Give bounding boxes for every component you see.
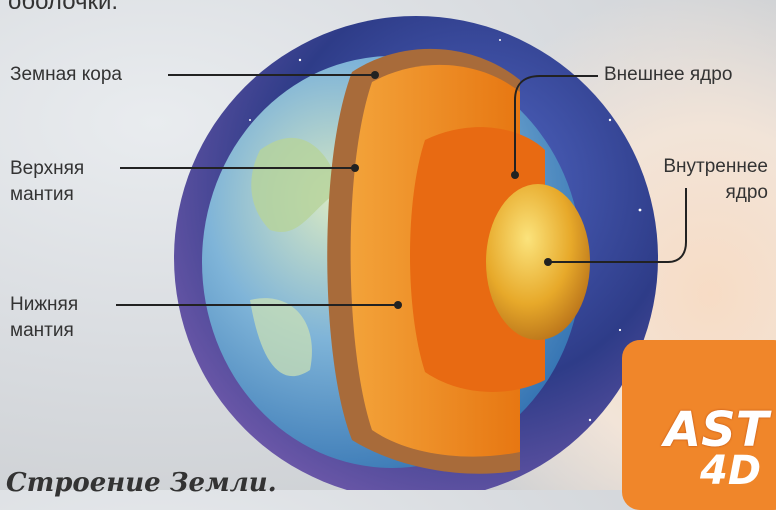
label-upper-mantle: Верхняя мантия <box>10 156 84 208</box>
label-upper-mantle-line1: Верхняя <box>10 158 85 179</box>
label-lower-mantle-line2: мантия <box>10 320 74 341</box>
figure-caption: Строение Земли. <box>6 468 277 498</box>
label-lower-mantle-line1: Нижняя <box>10 294 79 315</box>
label-inner-core-line1: Внутреннее <box>663 156 768 177</box>
continent-shape <box>251 137 340 232</box>
earth-structure-diagram <box>116 16 687 490</box>
inner-core-layer <box>486 184 590 340</box>
label-crust: Земная кора <box>10 64 122 85</box>
publisher-badge <box>622 340 776 510</box>
label-upper-mantle-line2: мантия <box>10 184 74 205</box>
label-outer-core: Внешнее ядро <box>604 64 733 85</box>
label-inner-core: Внутреннее ядро <box>640 154 768 206</box>
header-partial-text: оболочки. <box>8 0 119 15</box>
label-inner-core-line2: ядро <box>725 182 768 203</box>
leader-lines <box>116 74 687 306</box>
badge-logo-text: AST <box>664 402 769 458</box>
continent-shape <box>250 298 312 377</box>
badge-logo-subtext: 4D <box>700 448 762 494</box>
label-lower-mantle: Нижняя мантия <box>10 292 78 344</box>
leader-dots <box>351 71 552 309</box>
